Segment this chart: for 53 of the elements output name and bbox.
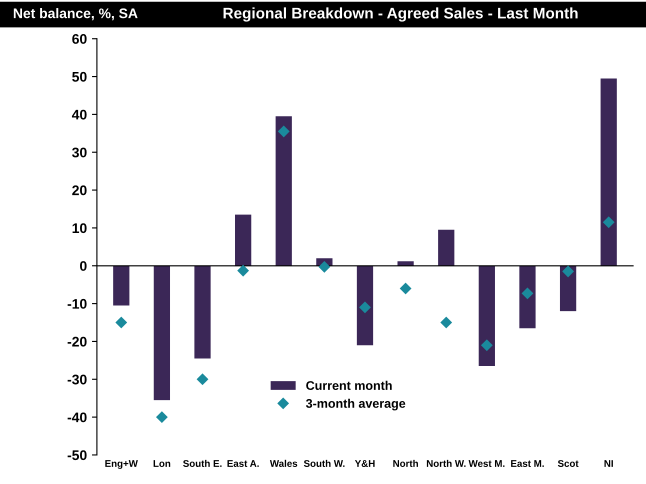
point xyxy=(603,216,614,228)
bar xyxy=(560,266,576,312)
x-tick-label: NI xyxy=(604,460,613,467)
x-tick-label: Lon xyxy=(154,460,170,467)
legend-label: 3-month average xyxy=(306,398,406,410)
point xyxy=(440,316,452,328)
y-tick-label: 60 xyxy=(72,34,87,44)
y-tick-label: 20 xyxy=(72,185,87,196)
point xyxy=(562,266,574,278)
point xyxy=(238,265,249,276)
bar xyxy=(600,78,617,266)
bar xyxy=(356,266,374,346)
x-tick-label: Wales xyxy=(270,460,298,467)
point xyxy=(196,374,208,385)
point xyxy=(278,126,290,138)
x-tick-label: Y&H xyxy=(354,460,375,467)
y-tick-label: -30 xyxy=(68,374,87,384)
y-tick-label: 10 xyxy=(72,223,87,234)
point xyxy=(522,288,534,299)
point xyxy=(156,412,168,423)
point xyxy=(116,316,127,328)
x-tick-label: Eng+W xyxy=(105,460,138,469)
x-tick-label: West M. xyxy=(468,460,504,467)
legend-label: Current month xyxy=(306,380,392,390)
bar xyxy=(154,266,170,400)
bar xyxy=(478,266,495,366)
y-tick-label: 40 xyxy=(72,110,87,120)
point xyxy=(481,340,492,351)
bar xyxy=(276,116,292,266)
point xyxy=(359,302,371,313)
x-tick-label: East M. xyxy=(511,460,544,467)
x-tick-label: North W. xyxy=(426,460,466,467)
x-tick-label: South E. xyxy=(183,460,222,467)
x-tick-label: South W. xyxy=(304,460,344,467)
y-tick-label: -50 xyxy=(68,450,87,460)
x-tick-label: East A. xyxy=(227,460,259,467)
bar xyxy=(113,266,130,306)
x-tick-label: Scot xyxy=(558,460,579,467)
y-tick-label: -20 xyxy=(68,336,87,347)
y-tick-label: 30 xyxy=(72,148,87,158)
y-tick-label: -10 xyxy=(68,298,87,309)
y-tick-label: 50 xyxy=(72,72,87,82)
point xyxy=(400,282,412,294)
chart-title: Regional Breakdown - Agreed Sales - Last Month xyxy=(224,7,578,22)
y-tick-label: 0 xyxy=(80,261,87,271)
bar xyxy=(519,266,536,328)
x-tick-label: North xyxy=(393,460,418,467)
point xyxy=(318,261,330,272)
y-axis-title: Net balance, %, SA xyxy=(14,8,138,20)
y-tick-label: -40 xyxy=(68,412,87,422)
bar xyxy=(194,266,211,358)
bar xyxy=(438,230,454,266)
bar xyxy=(235,214,252,266)
